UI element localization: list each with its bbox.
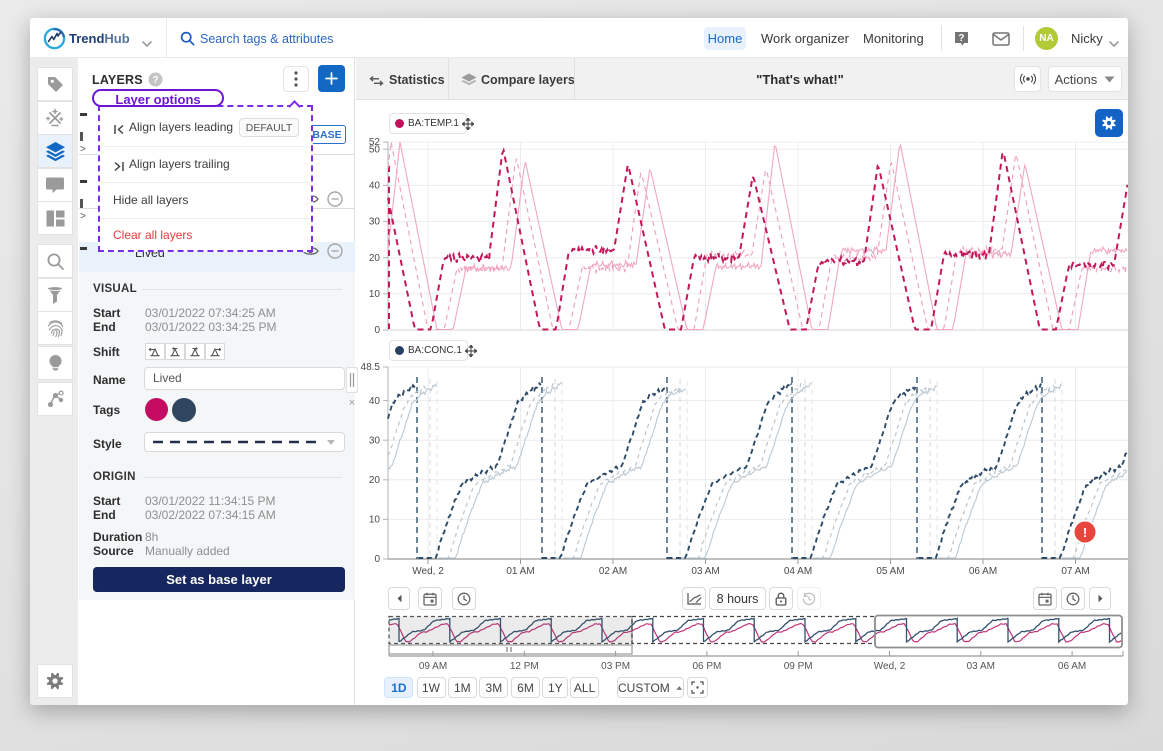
svg-text:12 PM: 12 PM bbox=[510, 661, 539, 672]
svg-text:09 AM: 09 AM bbox=[419, 661, 447, 672]
svg-text:04 AM: 04 AM bbox=[784, 566, 812, 577]
svg-text:30: 30 bbox=[369, 217, 381, 228]
svg-text:?: ? bbox=[152, 75, 158, 86]
svg-text:06 AM: 06 AM bbox=[969, 566, 997, 577]
svg-text:06 AM: 06 AM bbox=[1058, 661, 1086, 672]
svg-text:30: 30 bbox=[369, 435, 381, 446]
svg-text:03 AM: 03 AM bbox=[691, 566, 719, 577]
svg-text:?: ? bbox=[958, 33, 964, 44]
svg-text:03 PM: 03 PM bbox=[601, 661, 630, 672]
svg-text:Wed, 2: Wed, 2 bbox=[412, 566, 444, 577]
svg-text:10: 10 bbox=[369, 289, 381, 300]
svg-text:09 PM: 09 PM bbox=[784, 661, 813, 672]
svg-text:05 AM: 05 AM bbox=[876, 566, 904, 577]
svg-text:07 AM: 07 AM bbox=[1061, 566, 1089, 577]
svg-text:01 AM: 01 AM bbox=[506, 566, 534, 577]
svg-text:06 PM: 06 PM bbox=[692, 661, 721, 672]
svg-text:40: 40 bbox=[369, 181, 381, 192]
svg-text:52: 52 bbox=[369, 137, 381, 148]
svg-text:20: 20 bbox=[369, 253, 381, 264]
svg-text:02 AM: 02 AM bbox=[599, 566, 627, 577]
svg-text:0: 0 bbox=[374, 325, 380, 336]
svg-text:20: 20 bbox=[369, 475, 381, 486]
svg-text:40: 40 bbox=[369, 396, 381, 407]
svg-text:10: 10 bbox=[369, 515, 381, 526]
svg-text:Wed, 2: Wed, 2 bbox=[874, 661, 906, 672]
svg-text:0: 0 bbox=[374, 554, 380, 565]
svg-text:03 AM: 03 AM bbox=[967, 661, 995, 672]
svg-text:50: 50 bbox=[369, 144, 381, 155]
svg-text:48.5: 48.5 bbox=[361, 362, 381, 373]
svg-text:!: ! bbox=[1083, 525, 1087, 540]
